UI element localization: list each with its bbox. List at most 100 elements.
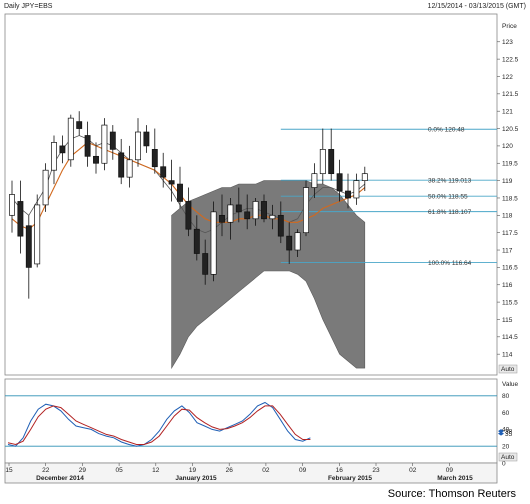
candle-body: [9, 194, 15, 216]
candle-body: [235, 204, 242, 213]
candle-body: [193, 228, 200, 254]
candle-25: [219, 194, 225, 237]
candle-body: [17, 201, 24, 237]
stoch-auto-button[interactable]: [498, 452, 518, 462]
candle-body: [261, 201, 267, 220]
candle-37: [319, 128, 326, 185]
price-tick-label: 114.5: [502, 334, 518, 341]
candle-10: [93, 142, 99, 174]
candle-14: [126, 145, 133, 188]
candle-body: [160, 166, 167, 178]
candle-body: [328, 149, 335, 175]
candle-3: [34, 194, 41, 268]
candle-31: [269, 204, 276, 230]
month-label: December 2014: [36, 475, 84, 482]
candle-body: [118, 152, 125, 178]
candle-body: [269, 214, 276, 220]
candle-26: [227, 197, 234, 240]
candle-6: [59, 135, 66, 164]
price-axis-label: Price: [502, 23, 517, 30]
fib-label-2: 50.0% 118.55: [428, 194, 468, 201]
stoch-marker-1: [498, 431, 504, 436]
fib-label-4: 100.0% 116.64: [428, 260, 472, 267]
candle-body: [84, 135, 91, 157]
price-tick-label: 121.5: [502, 91, 519, 98]
candle-38: [328, 128, 335, 181]
candle-body: [345, 190, 351, 199]
price-tick-label: 119: [502, 178, 513, 185]
auto-scale-button[interactable]: [498, 364, 518, 374]
price-tick-label: 115.5: [502, 299, 518, 306]
candle-body: [135, 131, 141, 161]
time-tick-label: 15: [5, 467, 13, 474]
time-tick-label: 23: [372, 467, 380, 474]
candle-body: [25, 225, 32, 268]
time-tick-label: 02: [409, 467, 417, 474]
price-tick-label: 122.5: [502, 56, 519, 63]
candle-41: [353, 173, 360, 205]
auto-scale-label: Auto: [501, 366, 515, 373]
candle-1: [17, 180, 24, 254]
time-tick-label: 02: [262, 467, 270, 474]
time-tick-label: 16: [336, 467, 344, 474]
candle-33: [286, 222, 293, 264]
candle-17: [151, 128, 158, 174]
price-tick-label: 116: [502, 282, 513, 289]
fib-label-0: 0.0% 120.48: [428, 127, 465, 134]
price-tick-label: 114: [502, 351, 513, 358]
candle-24: [210, 201, 217, 282]
time-tick-label: 09: [299, 467, 307, 474]
candle-body: [67, 117, 74, 161]
candle-5: [51, 135, 57, 185]
candle-body: [244, 211, 251, 220]
chart-title: Daily JPY=EBS: [4, 3, 53, 10]
month-label: March 2015: [437, 475, 473, 482]
candle-36: [311, 163, 318, 198]
time-axis-band: [4, 462, 498, 484]
time-tick-label: 09: [446, 467, 454, 474]
candle-7: [67, 114, 74, 167]
price-tick-label: 120.5: [502, 126, 519, 133]
candle-body: [210, 211, 217, 275]
candle-body: [277, 214, 284, 237]
candle-28: [244, 194, 251, 230]
price-tick-label: 123: [502, 39, 513, 46]
candle-2: [25, 215, 32, 299]
candle-30: [261, 194, 267, 223]
time-tick-label: 22: [42, 467, 50, 474]
candle-body: [227, 204, 234, 223]
price-tick-label: 120: [502, 143, 513, 150]
candle-42: [361, 166, 368, 192]
stoch-marker-value-1: 35: [505, 431, 513, 438]
fib-label-1: 38.2% 119.013: [428, 177, 472, 184]
candle-15: [135, 118, 141, 167]
stoch-tick-label: 60: [502, 410, 510, 417]
candle-19: [168, 159, 175, 202]
candle-9: [84, 121, 91, 167]
candle-body: [361, 173, 368, 181]
time-tick-label: 26: [226, 467, 234, 474]
candle-body: [177, 183, 183, 202]
candle-11: [101, 118, 108, 171]
stoch-tick-label: 0: [502, 460, 506, 467]
price-tick-label: 117: [502, 247, 513, 254]
candle-34: [294, 229, 301, 257]
candle-39: [336, 159, 343, 202]
candle-27: [235, 187, 242, 223]
stochastic-panel: [4, 378, 498, 464]
candle-body: [42, 169, 49, 206]
candle-20: [177, 166, 183, 209]
price-tick-label: 121: [502, 108, 513, 115]
price-tick-label: 122: [502, 74, 513, 81]
time-tick-label: 12: [152, 467, 160, 474]
candle-body: [202, 253, 209, 275]
candle-12: [109, 125, 116, 160]
candle-body: [353, 180, 360, 199]
candle-35: [303, 180, 309, 237]
candle-0: [9, 180, 15, 233]
price-tick-label: 117.5: [502, 230, 518, 237]
candle-body: [303, 187, 309, 234]
candle-22: [193, 215, 200, 261]
candle-body: [311, 173, 318, 188]
fib-label-3: 61.8% 118.107: [428, 209, 472, 216]
